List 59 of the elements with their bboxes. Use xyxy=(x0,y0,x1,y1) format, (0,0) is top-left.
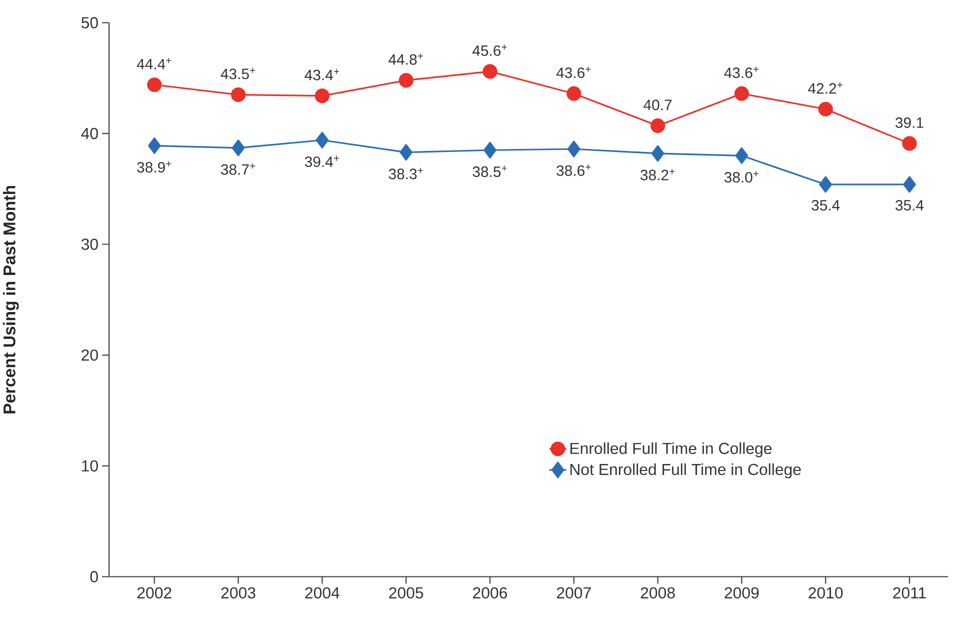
point xyxy=(400,144,413,161)
point xyxy=(147,77,162,92)
legend-label: Not Enrolled Full Time in College xyxy=(570,463,801,478)
data-label: 35.4 xyxy=(812,200,840,211)
x-tick-label: 2008 xyxy=(640,587,675,598)
x-tick-label: 2004 xyxy=(305,587,340,598)
y-tick-label: 30 xyxy=(81,238,98,250)
data-label: 38.5$^{+}$ xyxy=(472,166,507,178)
point xyxy=(818,102,833,116)
data-label: 44.4$^{+}$ xyxy=(136,58,172,70)
y-tick-label: 0 xyxy=(90,571,98,582)
data-label: 42.2$^{+}$ xyxy=(808,82,842,94)
x-tick-label: 2003 xyxy=(221,587,256,598)
point xyxy=(651,145,664,162)
point xyxy=(735,147,748,164)
x-tick-label: 2009 xyxy=(724,587,759,598)
y-tick-label: 20 xyxy=(82,349,98,361)
data-label: 39.1 xyxy=(896,117,924,128)
data-label: 38.9$^{+}$ xyxy=(137,161,172,173)
point xyxy=(734,86,749,101)
x-tick-label: 2011 xyxy=(893,587,926,598)
point xyxy=(903,176,916,193)
point xyxy=(567,140,580,158)
data-label: 43.6$^{+}$ xyxy=(724,66,759,78)
point xyxy=(484,142,496,158)
point xyxy=(566,86,582,101)
point xyxy=(650,118,666,134)
legend-label: Enrolled Full Time in College xyxy=(570,442,772,458)
data-label: 43.6$^{+}$ xyxy=(556,66,591,78)
y-tick-label: 40 xyxy=(81,128,98,140)
x-tick-label: 2005 xyxy=(389,587,424,598)
point xyxy=(482,64,498,79)
data-label: 38.0$^{+}$ xyxy=(724,171,759,183)
point xyxy=(314,88,330,104)
point xyxy=(902,136,917,151)
data-label: 38.3$^{+}$ xyxy=(388,168,423,180)
y-tick-label: 50 xyxy=(81,17,98,28)
data-label: 45.6$^{+}$ xyxy=(472,44,507,56)
x-tick-label: 2002 xyxy=(137,587,172,598)
x-tick-label: 2007 xyxy=(556,587,591,598)
point xyxy=(398,73,414,88)
data-label: 38.6$^{+}$ xyxy=(556,164,591,176)
y-tick-label: 10 xyxy=(82,460,98,472)
point xyxy=(148,137,161,154)
data-label: 39.4$^{+}$ xyxy=(304,156,340,168)
point xyxy=(230,87,246,102)
data-label: 38.7$^{+}$ xyxy=(221,163,256,175)
point xyxy=(232,140,245,156)
x-tick-label: 2010 xyxy=(808,587,843,598)
data-label: 44.8$^{+}$ xyxy=(388,53,423,65)
x-tick-label: 2006 xyxy=(473,587,507,598)
data-label: 43.4$^{+}$ xyxy=(304,68,340,80)
data-label: 35.4 xyxy=(896,200,924,211)
y-axis-title: Percent Using in Past Month xyxy=(2,186,19,414)
data-label: 40.7 xyxy=(644,100,672,110)
data-label: 38.2$^{+}$ xyxy=(640,168,675,180)
point xyxy=(316,132,329,148)
data-label: 43.5$^{+}$ xyxy=(220,68,256,80)
point xyxy=(819,176,832,193)
